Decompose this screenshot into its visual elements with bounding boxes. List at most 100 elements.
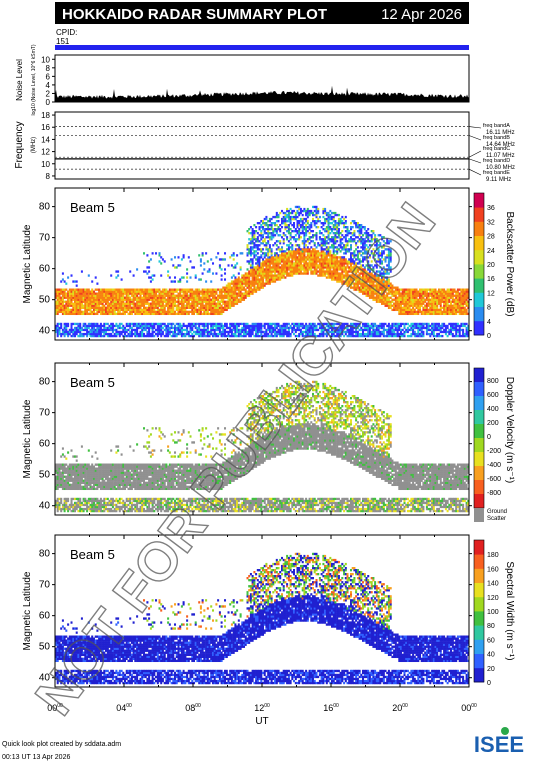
data-cell: [263, 238, 266, 241]
data-cell: [313, 258, 316, 261]
data-cell: [379, 300, 382, 303]
data-cell: [194, 288, 197, 291]
data-cell: [215, 334, 218, 338]
data-cell: [224, 300, 227, 303]
data-cell: [370, 322, 373, 326]
data-cell: [72, 280, 75, 283]
data-cell: [110, 294, 113, 297]
data-cell: [363, 252, 366, 255]
freq-ytick-label: 16: [41, 123, 50, 132]
data-cell: [372, 284, 375, 287]
data-cell: [344, 280, 347, 283]
data-cell: [365, 324, 368, 328]
data-cell: [363, 332, 366, 336]
data-cell: [318, 262, 321, 265]
data-cell: [229, 326, 232, 330]
data-cell: [115, 312, 118, 316]
data-cell: [386, 332, 389, 336]
data-cell: [124, 310, 127, 314]
data-cell: [353, 250, 356, 253]
data-cell: [396, 286, 399, 289]
data-cell: [363, 288, 366, 291]
data-cell: [248, 294, 251, 297]
data-cell: [405, 322, 408, 326]
data-cell: [115, 334, 118, 338]
data-cell: [60, 308, 63, 312]
data-cell: [331, 236, 334, 239]
data-cell: [320, 254, 323, 257]
data-cell: [308, 264, 311, 267]
data-cell: [72, 312, 75, 316]
data-cell: [389, 296, 392, 299]
data-cell: [277, 324, 280, 328]
data-cell: [387, 264, 390, 267]
data-cell: [353, 230, 356, 233]
data-cell: [117, 294, 120, 297]
data-cell: [368, 334, 371, 338]
data-cell: [344, 240, 347, 243]
data-cell: [80, 292, 83, 295]
data-cell: [305, 256, 308, 259]
data-cell: [315, 234, 318, 237]
data-cell: [113, 332, 116, 336]
data-cell: [291, 250, 294, 253]
data-cell: [155, 294, 158, 297]
data-cell: [310, 250, 313, 253]
data-cell: [72, 310, 75, 314]
data-cell: [74, 292, 77, 295]
data-cell: [158, 296, 161, 299]
data-cell: [410, 328, 413, 332]
data-cell: [179, 288, 182, 291]
data-cell: [82, 290, 85, 293]
data-cell: [124, 288, 127, 291]
data-cell: [389, 330, 392, 334]
data-cell: [339, 274, 342, 277]
data-cell: [141, 332, 144, 336]
data-cell: [118, 308, 121, 312]
data-cell: [310, 326, 313, 330]
data-cell: [205, 334, 208, 338]
data-cell: [89, 296, 92, 299]
data-cell: [255, 258, 258, 261]
data-cell: [370, 280, 373, 283]
data-cell: [303, 222, 306, 225]
data-cell: [393, 332, 396, 336]
data-cell: [303, 256, 306, 259]
data-cell: [139, 310, 142, 314]
data-cell: [270, 262, 273, 265]
data-cell: [65, 292, 68, 295]
data-cell: [77, 290, 80, 293]
data-cell: [249, 272, 252, 275]
data-cell: [334, 274, 337, 277]
data-cell: [267, 332, 270, 336]
data-cell: [303, 272, 306, 275]
data-cell: [191, 324, 194, 328]
data-cell: [177, 308, 180, 312]
data-cell: [327, 213, 330, 217]
data-cell: [67, 276, 70, 279]
data-cell: [298, 258, 301, 261]
data-cell: [301, 228, 304, 231]
data-cell: [310, 230, 313, 233]
data-cell: [267, 282, 270, 285]
data-cell: [379, 282, 382, 285]
data-cell: [332, 260, 335, 263]
data-cell: [336, 274, 339, 277]
data-cell: [363, 280, 366, 283]
data-cell: [303, 238, 306, 241]
data-cell: [275, 232, 278, 235]
data-cell: [360, 328, 363, 332]
data-cell: [75, 298, 78, 301]
data-cell: [381, 284, 384, 287]
data-cell: [227, 334, 230, 338]
data-cell: [80, 288, 83, 291]
data-cell: [267, 274, 270, 277]
data-cell: [312, 220, 315, 223]
data-cell: [424, 308, 427, 312]
data-cell: [379, 260, 382, 263]
data-cell: [117, 332, 120, 336]
data-cell: [72, 288, 75, 291]
data-cell: [203, 294, 206, 297]
data-cell: [105, 306, 108, 310]
